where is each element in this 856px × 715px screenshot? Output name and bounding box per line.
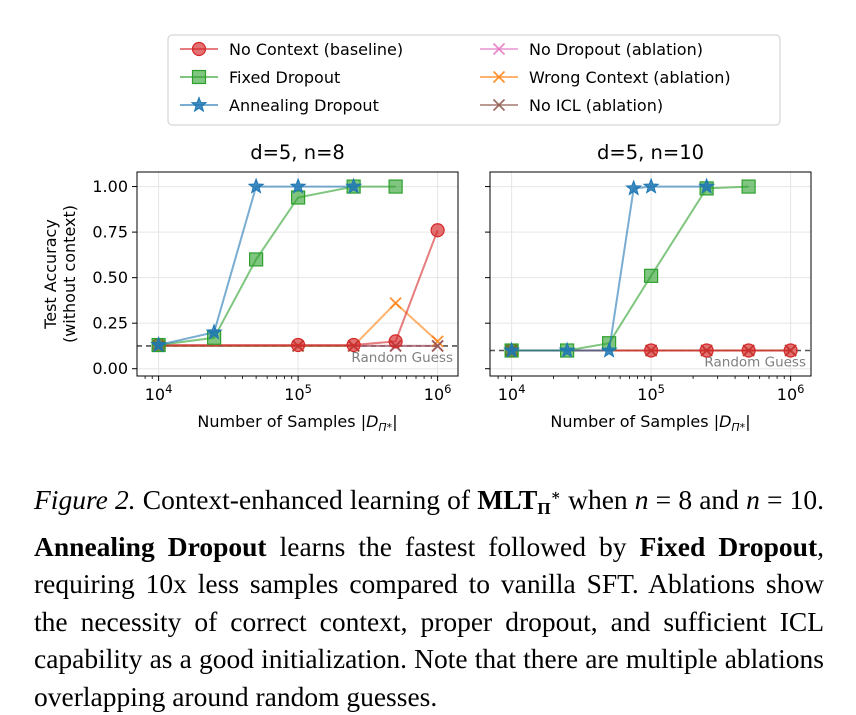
legend-entry: Fixed Dropout	[180, 68, 340, 87]
y-tick-label: 0.75	[92, 223, 128, 242]
legend-label: No Context (baseline)	[229, 40, 403, 59]
caption-text: when	[560, 484, 635, 515]
legend-label: Fixed Dropout	[229, 68, 340, 87]
data-point	[205, 323, 223, 340]
series-fixed-dropout	[151, 179, 403, 353]
data-point	[291, 190, 306, 205]
random-guess-label: Random Guess	[704, 355, 806, 371]
data-point	[558, 341, 576, 358]
y-tick-label: 0.50	[92, 268, 128, 287]
legend-entry: Wrong Context (ablation)	[480, 68, 731, 87]
plot-frame	[489, 171, 812, 377]
plot-frame	[136, 171, 459, 377]
caption-bold-term: Fixed Dropout	[639, 530, 818, 562]
data-point	[247, 177, 265, 194]
legend-label: Annealing Dropout	[229, 96, 379, 115]
data-point	[625, 179, 643, 196]
legend-marker	[191, 41, 207, 57]
caption-text: , requiring 10x less samples compared to…	[34, 530, 825, 712]
legend: No Context (baseline) Fixed Dropout Anneal…	[167, 34, 781, 126]
data-point	[741, 343, 756, 358]
data-point	[430, 223, 445, 238]
legend-marker	[492, 98, 506, 112]
data-point	[388, 179, 403, 194]
legend-entry: No Dropout (ablation)	[480, 40, 703, 59]
data-point	[503, 341, 521, 358]
data-point	[388, 334, 403, 349]
data-point	[389, 297, 402, 310]
y-tick-label: 1.00	[92, 177, 128, 196]
caption-text: = 10.	[759, 484, 824, 515]
legend-label: No ICL (ablation)	[529, 96, 663, 115]
figure: Random Guess 104 105 106 0.00 0.25 0.50 0.75 1.0…	[41, 34, 812, 434]
data-point	[644, 343, 659, 358]
x-tick-label: 104	[145, 382, 173, 404]
legend-marker	[191, 69, 207, 85]
x-axis-label: Number of Samples |DΠ*|	[197, 412, 397, 434]
legend-label: Wrong Context (ablation)	[529, 68, 731, 87]
caption-math: n	[746, 484, 760, 515]
x-axis-label: Number of Samples |DΠ*|	[550, 412, 750, 434]
legend-box	[167, 34, 781, 126]
y-axis-label: Test Accuracy(without context)	[41, 205, 79, 343]
caption-math: n	[634, 484, 649, 515]
caption-symbol: MLTΠ∗	[477, 484, 561, 518]
x-tick-label: 105	[284, 382, 312, 404]
data-point	[644, 268, 659, 283]
data-point	[289, 177, 307, 194]
data-point	[699, 343, 714, 358]
chart-title: d=5, n=8	[250, 141, 345, 164]
chart-title: d=5, n=10	[597, 141, 704, 164]
data-point	[783, 343, 798, 358]
legend-marker	[190, 96, 208, 113]
caption-text: = 8 and	[648, 484, 747, 515]
figure-caption: Figure 2. Context-enhanced learning of M…	[34, 478, 824, 715]
data-point	[600, 341, 618, 358]
caption-text: Context-enhanced learning of	[135, 484, 478, 515]
data-point	[431, 339, 444, 353]
x-tick-label: 104	[498, 382, 526, 404]
legend-marker	[492, 42, 506, 56]
x-tick-label: 106	[424, 382, 452, 404]
y-tick-label: 0.25	[92, 314, 128, 333]
series-line	[511, 185, 707, 352]
x-tick-label: 106	[777, 382, 805, 404]
y-tick-label: 0.00	[92, 359, 128, 378]
chart-panel-2: Random Guess 104 105 106 d=5, n=10 Number of …	[485, 141, 812, 434]
data-point	[291, 337, 306, 353]
data-point	[698, 177, 716, 194]
random-guess-label: Random Guess	[351, 350, 453, 366]
data-point	[249, 252, 264, 267]
legend-entry: No ICL (ablation)	[480, 96, 663, 115]
caption-label: Figure 2.	[34, 484, 136, 515]
legend-marker	[492, 70, 506, 84]
data-point	[346, 337, 361, 353]
caption-bold-term: Annealing Dropout	[34, 530, 267, 562]
caption-text: learns the fastest followed by	[266, 530, 640, 562]
series-annealing-dropout	[503, 177, 716, 358]
data-point	[741, 179, 756, 194]
legend-entry: No Context (baseline)	[180, 40, 403, 59]
series-annealing-dropout	[150, 177, 363, 353]
legend-entry: Annealing Dropout	[180, 96, 379, 115]
data-point	[642, 177, 660, 194]
series-line	[158, 185, 396, 346]
data-point	[345, 177, 363, 194]
legend-label: No Dropout (ablation)	[529, 40, 703, 59]
chart-panel-1: Random Guess 104 105 106 0.00 0.25 0.50 0.75 1.0…	[92, 141, 459, 434]
x-tick-label: 105	[637, 382, 665, 404]
data-point	[150, 336, 168, 353]
